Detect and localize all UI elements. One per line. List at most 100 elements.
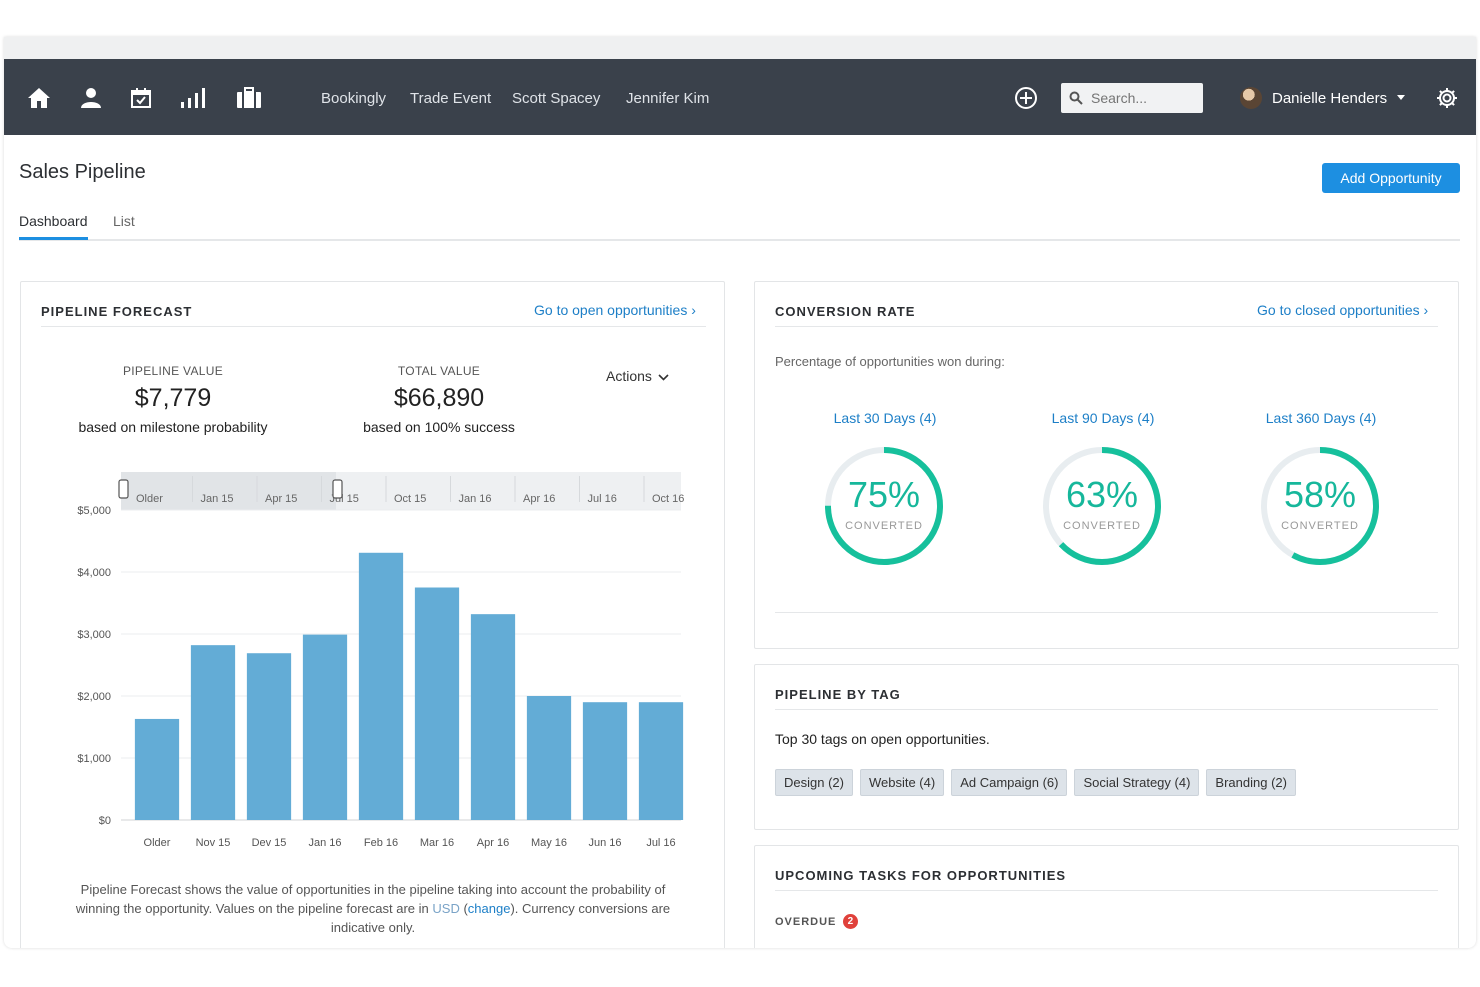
gauge-caption: CONVERTED — [1063, 520, 1141, 532]
bar[interactable] — [638, 702, 684, 820]
bar[interactable] — [134, 718, 180, 820]
bar[interactable] — [526, 696, 572, 820]
bar[interactable] — [246, 653, 292, 820]
change-currency-link[interactable]: change — [467, 901, 511, 916]
page-title: Sales Pipeline — [19, 161, 146, 183]
pipeline-value-sub: based on milestone probability — [78, 419, 268, 435]
x-tick-label: Feb 16 — [364, 837, 398, 849]
tab-dashboard[interactable]: Dashboard — [19, 213, 88, 240]
gauge-arc — [825, 447, 943, 565]
home-icon[interactable] — [26, 85, 52, 111]
bar-chart-icon[interactable] — [180, 85, 206, 111]
period-link-30-days[interactable]: Last 30 Days (4) — [833, 410, 937, 426]
gauge-360-days: 58% CONVERTED — [1258, 444, 1382, 568]
go-to-closed-opportunities-link[interactable]: Go to closed opportunities › — [1257, 302, 1429, 318]
range-label: Jul 16 — [588, 493, 617, 505]
gauge-90-days: 63% CONVERTED — [1040, 444, 1164, 568]
search-input[interactable] — [1091, 90, 1196, 106]
calendar-icon[interactable] — [128, 85, 154, 111]
gauge-caption: CONVERTED — [1281, 520, 1359, 532]
user-menu[interactable]: Danielle Henders — [1240, 87, 1406, 109]
tag-branding[interactable]: Branding (2) — [1206, 769, 1296, 796]
x-tick-label: Jul 16 — [646, 837, 675, 849]
y-tick-label: $2,000 — [77, 691, 111, 703]
range-label: Older — [136, 493, 163, 505]
tab-list[interactable]: List — [113, 213, 135, 229]
bar[interactable] — [190, 645, 236, 820]
upcoming-tasks-title: UPCOMING TASKS FOR OPPORTUNITIES — [775, 868, 1067, 883]
y-tick-label: $5,000 — [77, 505, 111, 517]
bar[interactable] — [470, 614, 516, 820]
pipeline-by-tag-title: PIPELINE BY TAG — [775, 687, 901, 702]
bar[interactable] — [302, 634, 348, 820]
range-handle[interactable] — [118, 479, 129, 499]
total-value-label: TOTAL VALUE — [397, 364, 481, 378]
go-to-open-opportunities-link[interactable]: Go to open opportunities › — [534, 302, 696, 318]
nav-link-scott-spacey[interactable]: Scott Spacey — [512, 90, 601, 107]
gauge-percent: 63% — [1065, 474, 1139, 515]
top-navigation-bar: Bookingly Trade Event Scott Spacey Jenni… — [4, 59, 1476, 135]
y-tick-label: $0 — [99, 815, 111, 827]
search-icon — [1069, 91, 1083, 105]
y-tick-label: $4,000 — [77, 567, 111, 579]
actions-label: Actions — [606, 368, 652, 384]
range-label: Apr 16 — [523, 493, 555, 505]
period-link-90-days[interactable]: Last 90 Days (4) — [1051, 410, 1155, 426]
footnote-text-2: . Currency conversions are indicative on… — [330, 901, 671, 935]
bar[interactable] — [414, 587, 460, 821]
range-label: Jan 16 — [459, 493, 492, 505]
main-content: Sales Pipeline Add Opportunity Dashboard… — [4, 135, 1476, 948]
gauge-percent: 75% — [847, 474, 921, 515]
search-box[interactable] — [1061, 83, 1203, 113]
tag-design[interactable]: Design (2) — [775, 769, 853, 796]
range-selection[interactable] — [121, 472, 336, 510]
x-tick-label: Nov 15 — [196, 837, 231, 849]
tag-list: Design (2) Website (4) Ad Campaign (6) S… — [775, 769, 1296, 796]
conversion-subtitle: Percentage of opportunities won during: — [775, 354, 1005, 369]
pipeline-forecast-chart: Older Jan 15 Apr 15 Jul 15 Oct 15 Jan 16 Apr 1… — [77, 472, 684, 849]
briefcase-icon[interactable] — [236, 85, 262, 111]
overdue-label: OVERDUE — [775, 915, 837, 928]
pipeline-value-metric: PIPELINE VALUE $7,779 based on milestone… — [63, 364, 283, 435]
x-tick-label: May 16 — [531, 837, 567, 849]
footnote-text-1: Pipeline Forecast shows the value of opp… — [75, 882, 666, 916]
x-tick-label: Apr 16 — [477, 837, 509, 849]
x-tick-label: Dev 15 — [252, 837, 287, 849]
period-link-360-days[interactable]: Last 360 Days (4) — [1265, 410, 1377, 426]
gauge-caption: CONVERTED — [845, 520, 923, 532]
x-tick-label: Older — [144, 837, 171, 849]
tag-ad-campaign[interactable]: Ad Campaign (6) — [951, 769, 1068, 796]
y-tick-label: $1,000 — [77, 753, 111, 765]
nav-link-bookingly[interactable]: Bookingly — [321, 90, 387, 107]
conversion-rate-title: CONVERSION RATE — [775, 304, 916, 319]
gauge-30-days: 75% CONVERTED — [822, 444, 946, 568]
gear-icon[interactable] — [1434, 85, 1460, 111]
range-handle[interactable] — [332, 479, 343, 499]
gauge-arc — [1043, 447, 1161, 565]
gauge-ring — [1043, 447, 1161, 565]
nav-link-jennifer-kim[interactable]: Jennifer Kim — [626, 90, 710, 107]
x-tick-label: Mar 16 — [420, 837, 454, 849]
pipeline-forecast-panel: PIPELINE FORECAST Go to open opportuniti… — [20, 281, 725, 948]
panel-divider — [41, 326, 706, 327]
add-opportunity-button[interactable]: Add Opportunity — [1322, 163, 1460, 193]
nav-link-trade-event[interactable]: Trade Event — [410, 90, 492, 107]
panel-divider — [775, 612, 1438, 613]
tag-social-strategy[interactable]: Social Strategy (4) — [1074, 769, 1200, 796]
overdue-section[interactable]: OVERDUE 2 — [775, 914, 859, 929]
range-label: Apr 15 — [265, 493, 297, 505]
chevron-down-icon — [658, 374, 669, 381]
total-value: $66,890 — [393, 384, 485, 412]
caret-down-icon — [1397, 95, 1406, 100]
tag-website[interactable]: Website (4) — [859, 769, 945, 796]
bar[interactable] — [358, 552, 404, 820]
actions-dropdown[interactable]: Actions — [606, 368, 669, 384]
user-icon[interactable] — [78, 85, 104, 111]
overdue-count-badge: 2 — [843, 914, 859, 929]
upcoming-tasks-panel: UPCOMING TASKS FOR OPPORTUNITIES OVERDUE… — [754, 845, 1459, 948]
gauge-ring — [1261, 447, 1379, 565]
bar[interactable] — [582, 702, 628, 820]
panel-divider — [775, 890, 1438, 891]
add-circle-icon[interactable] — [1013, 85, 1039, 111]
tags-subtitle: Top 30 tags on open opportunities. — [775, 731, 990, 747]
